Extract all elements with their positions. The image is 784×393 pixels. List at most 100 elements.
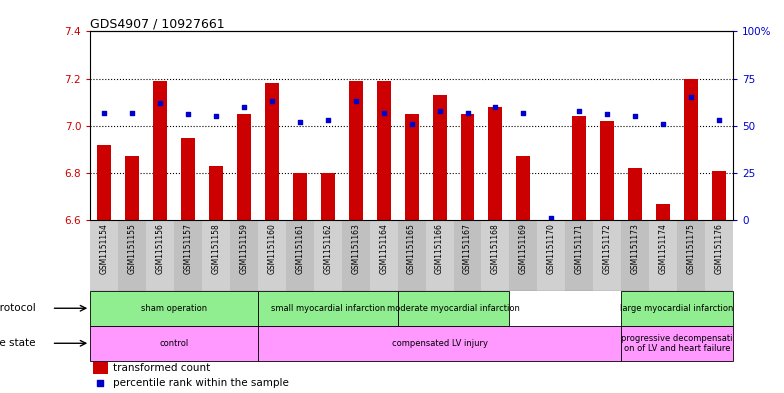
Point	[98, 109, 111, 116]
Bar	[258, 326, 621, 361]
Text: control: control	[159, 339, 189, 348]
Bar	[97, 145, 111, 220]
Bar	[321, 173, 335, 220]
Point	[629, 113, 641, 119]
Text: large myocardial infarction: large myocardial infarction	[620, 304, 734, 313]
Text: GSM1151157: GSM1151157	[183, 224, 193, 274]
Text: GSM1151162: GSM1151162	[323, 224, 332, 274]
Bar	[292, 173, 307, 220]
Bar	[258, 291, 397, 326]
Text: GSM1151158: GSM1151158	[212, 224, 220, 274]
Bar	[453, 220, 481, 291]
Text: GSM1151165: GSM1151165	[407, 224, 416, 274]
Text: GSM1151164: GSM1151164	[379, 224, 388, 274]
Bar	[621, 220, 649, 291]
Point	[489, 104, 502, 110]
Bar	[342, 220, 370, 291]
Text: GSM1151176: GSM1151176	[714, 224, 724, 274]
Point	[461, 109, 474, 116]
Bar	[397, 220, 426, 291]
Point	[293, 119, 306, 125]
Bar	[621, 326, 733, 361]
Bar	[286, 220, 314, 291]
Text: GSM1151163: GSM1151163	[351, 224, 360, 274]
Bar	[405, 114, 419, 220]
Text: transformed count: transformed count	[113, 363, 210, 373]
Text: GSM1151170: GSM1151170	[547, 224, 556, 274]
Bar	[621, 291, 733, 326]
Bar	[153, 81, 167, 220]
Bar	[90, 326, 258, 361]
Bar	[265, 83, 279, 220]
Text: GSM1151154: GSM1151154	[100, 224, 109, 274]
Text: compensated LV injury: compensated LV injury	[391, 339, 488, 348]
Bar	[209, 166, 223, 220]
Text: GSM1151174: GSM1151174	[659, 224, 668, 274]
Text: disease state: disease state	[0, 338, 35, 348]
Bar	[628, 168, 642, 220]
Point	[350, 98, 362, 105]
Bar	[510, 220, 537, 291]
Text: GSM1151161: GSM1151161	[296, 224, 304, 274]
Point	[713, 117, 725, 123]
Text: GSM1151173: GSM1151173	[630, 224, 640, 274]
Text: small myocardial infarction: small myocardial infarction	[270, 304, 385, 313]
Bar	[258, 220, 286, 291]
Bar	[90, 220, 118, 291]
Text: GSM1151159: GSM1151159	[239, 224, 249, 274]
Point	[573, 108, 586, 114]
Bar	[481, 220, 510, 291]
Text: GSM1151172: GSM1151172	[603, 224, 612, 274]
Bar	[649, 220, 677, 291]
Bar	[601, 121, 614, 220]
Bar	[426, 220, 453, 291]
Point	[517, 109, 530, 116]
Text: GSM1151168: GSM1151168	[491, 224, 500, 274]
Bar	[118, 220, 146, 291]
Point	[657, 121, 670, 127]
Point	[182, 111, 194, 118]
Point	[434, 108, 446, 114]
Point	[601, 111, 614, 118]
Text: sham operation: sham operation	[141, 304, 207, 313]
Text: GSM1151175: GSM1151175	[687, 224, 695, 274]
Bar	[537, 220, 565, 291]
Point	[405, 121, 418, 127]
Text: protocol: protocol	[0, 303, 35, 313]
Text: GSM1151160: GSM1151160	[267, 224, 276, 274]
Bar	[712, 171, 726, 220]
Bar	[677, 220, 705, 291]
Bar	[460, 114, 474, 220]
Point	[238, 104, 250, 110]
Bar	[202, 220, 230, 291]
Bar	[397, 291, 510, 326]
Bar	[349, 81, 363, 220]
Bar	[181, 138, 195, 220]
Point	[685, 94, 698, 101]
Text: GSM1151166: GSM1151166	[435, 224, 444, 274]
Text: GSM1151156: GSM1151156	[155, 224, 165, 274]
Bar	[593, 220, 621, 291]
Bar	[656, 204, 670, 220]
Bar	[488, 107, 503, 220]
Bar	[370, 220, 397, 291]
Bar	[517, 156, 531, 220]
Text: GSM1151169: GSM1151169	[519, 224, 528, 274]
Bar	[125, 156, 139, 220]
Text: GSM1151171: GSM1151171	[575, 224, 584, 274]
Text: moderate myocardial infarction: moderate myocardial infarction	[387, 304, 520, 313]
Bar	[565, 220, 593, 291]
Text: GSM1151167: GSM1151167	[463, 224, 472, 274]
Bar	[684, 79, 698, 220]
Bar	[376, 81, 390, 220]
Point	[209, 113, 222, 119]
Text: percentile rank within the sample: percentile rank within the sample	[113, 378, 289, 388]
Bar	[705, 220, 733, 291]
Point	[154, 100, 166, 106]
Point	[94, 380, 107, 386]
Bar	[230, 220, 258, 291]
Point	[377, 109, 390, 116]
Bar	[237, 114, 251, 220]
Point	[545, 215, 557, 221]
Bar	[146, 220, 174, 291]
